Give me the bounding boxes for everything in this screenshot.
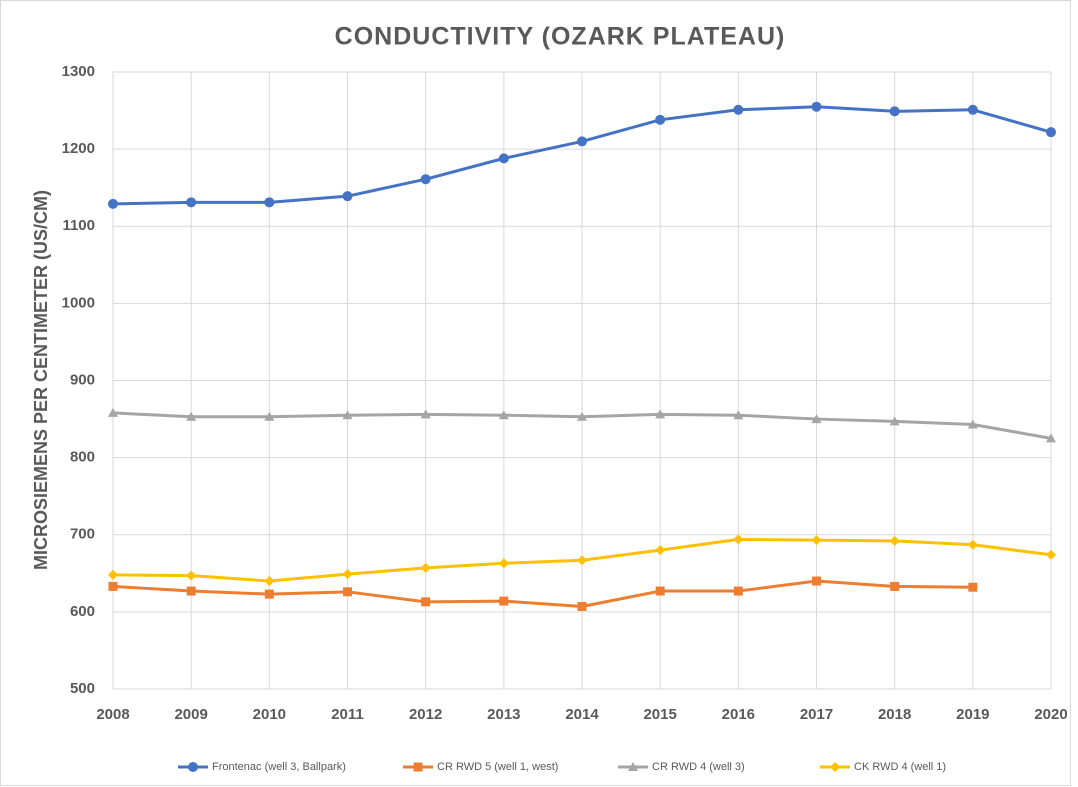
x-tick-label: 2020 [1034, 706, 1067, 723]
data-point [889, 535, 900, 546]
data-point [655, 114, 666, 125]
x-tick-label: 2010 [253, 706, 286, 723]
data-point [967, 419, 978, 429]
y-tick-label: 1000 [62, 294, 95, 311]
data-point [1046, 127, 1056, 138]
data-point [108, 569, 118, 580]
legend-label: CK RWD 4 (well 1) [854, 761, 946, 773]
y-tick-label: 600 [70, 603, 95, 620]
data-point [968, 582, 978, 592]
data-point [733, 534, 744, 545]
data-point [108, 581, 118, 591]
x-tick-label: 2018 [878, 706, 911, 723]
data-point [186, 411, 197, 421]
data-point [421, 597, 431, 607]
y-tick-label: 1300 [62, 63, 95, 80]
legend-label: CR RWD 5 (well 1, west) [437, 761, 558, 773]
data-point [264, 411, 275, 421]
data-point [967, 539, 978, 550]
x-tick-label: 2013 [487, 706, 520, 723]
y-axis-label: MICROSIEMENS PER CENTIMETER (US/CM) [31, 190, 51, 570]
data-point [342, 191, 353, 202]
data-point [967, 104, 978, 115]
data-point [108, 198, 118, 209]
data-point [811, 414, 822, 424]
x-tick-label: 2019 [956, 706, 989, 723]
data-point [577, 136, 587, 147]
data-point [498, 410, 509, 420]
data-point [342, 410, 353, 420]
data-point [889, 106, 900, 117]
x-tick-label: 2014 [565, 706, 599, 723]
data-point [186, 586, 196, 596]
data-point [655, 409, 666, 419]
data-point [498, 153, 509, 164]
data-point [889, 416, 900, 426]
data-point [1046, 433, 1056, 443]
x-tick-label: 2012 [409, 706, 442, 723]
legend-marker [628, 762, 638, 771]
legend-label: CR RWD 4 (well 3) [652, 761, 745, 773]
data-point [186, 197, 197, 208]
legend-marker [188, 762, 198, 772]
data-point [420, 562, 431, 573]
data-point [108, 407, 118, 417]
x-tick-label: 2017 [800, 706, 833, 723]
data-point [577, 601, 587, 611]
x-tick-label: 2015 [643, 706, 676, 723]
x-tick-label: 2008 [96, 706, 129, 723]
data-point [342, 569, 353, 580]
data-point [420, 174, 431, 185]
data-point [186, 570, 197, 581]
data-point [890, 581, 900, 591]
data-point [811, 535, 822, 546]
y-tick-label: 1100 [62, 217, 95, 234]
legend-label: Frontenac (well 3, Ballpark) [212, 761, 346, 773]
data-point [499, 596, 509, 606]
y-tick-label: 900 [70, 371, 95, 388]
data-point [655, 586, 665, 596]
data-point [733, 410, 744, 420]
chart-title: CONDUCTIVITY (OZARK PLATEAU) [335, 23, 786, 51]
data-point [655, 545, 666, 556]
data-point [577, 411, 587, 421]
data-point [264, 576, 275, 587]
data-point [420, 409, 431, 419]
data-point [1046, 549, 1056, 560]
x-tick-label: 2011 [331, 706, 364, 723]
data-point [343, 587, 352, 597]
y-tick-label: 500 [70, 680, 95, 697]
data-point [811, 101, 822, 112]
x-tick-label: 2016 [722, 706, 755, 723]
series-line [112, 579, 973, 608]
legend-marker [413, 762, 423, 772]
y-tick-label: 700 [70, 526, 95, 543]
data-point [577, 555, 587, 566]
x-tick-label: 2009 [174, 706, 207, 723]
data-point [733, 586, 743, 596]
y-tick-label: 1200 [62, 140, 95, 157]
data-point [264, 197, 275, 208]
data-point [498, 558, 509, 569]
y-tick-label: 800 [70, 449, 95, 466]
data-point [812, 576, 821, 586]
data-point [733, 104, 744, 115]
legend-marker [830, 762, 840, 772]
data-point [264, 589, 274, 599]
